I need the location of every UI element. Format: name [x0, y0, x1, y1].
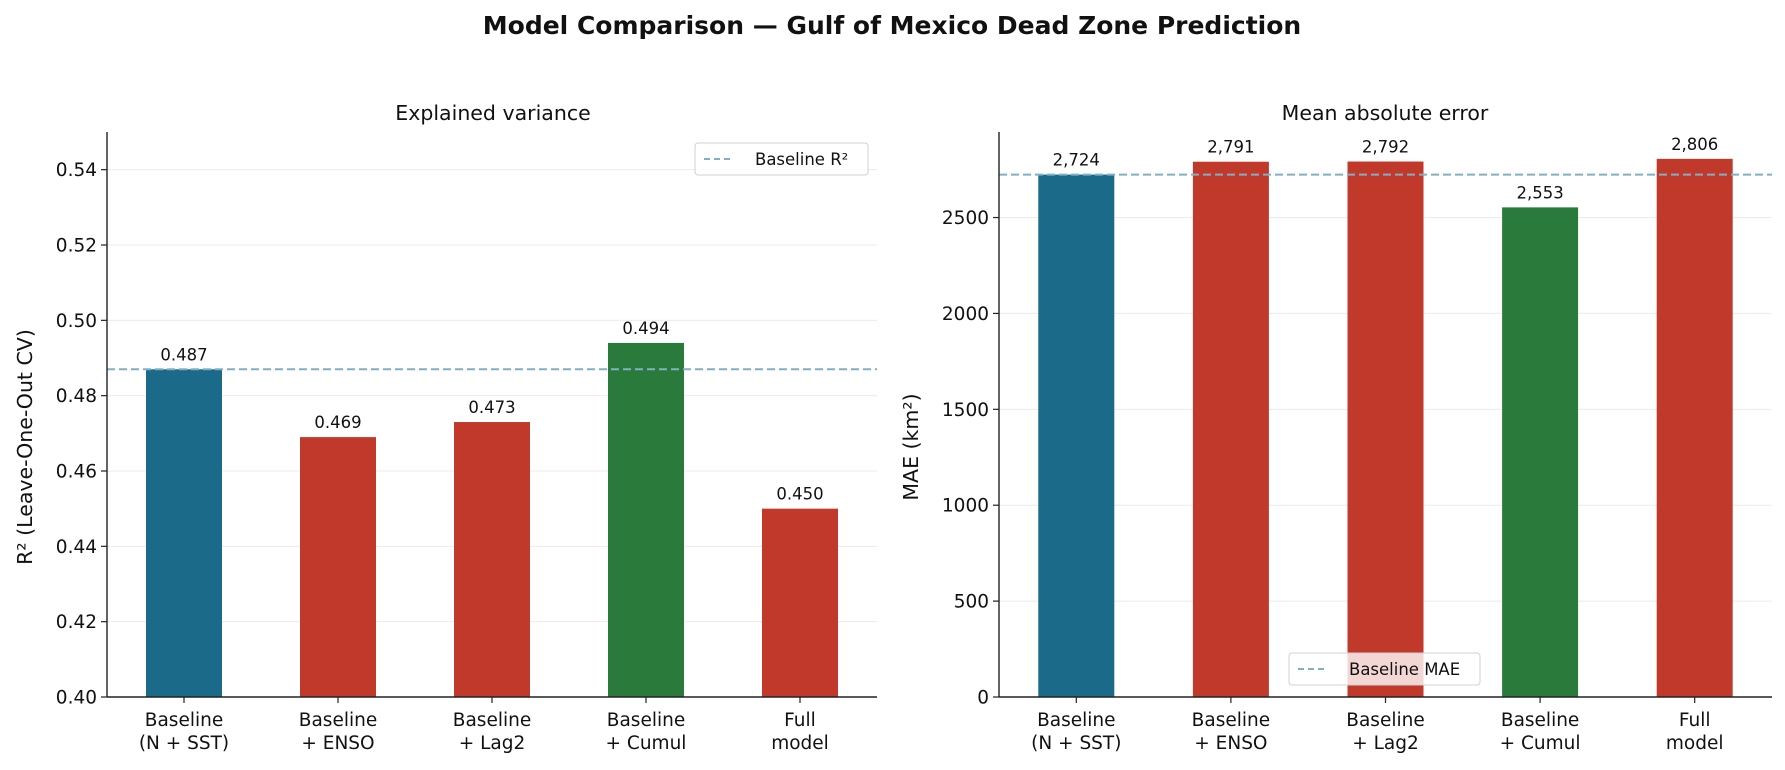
y-axis-label: MAE (km²) — [899, 393, 923, 500]
y-tick-label: 1000 — [942, 496, 989, 517]
y-tick-label: 0.52 — [56, 236, 97, 257]
legend-label: Baseline R² — [755, 150, 848, 169]
bar — [608, 342, 684, 697]
x-tick-label-line: Baseline — [1037, 710, 1115, 731]
panel-explained-variance: Explained variance R² (Leave-One-Out CV)… — [13, 101, 877, 754]
x-tick-label-line: Baseline — [145, 710, 223, 731]
x-tick-label-line: Baseline — [1192, 710, 1270, 731]
x-tick-label: Baseline + Cumul — [606, 710, 687, 754]
x-tick-label-line: + Cumul — [606, 733, 687, 754]
x-tick-label-line: Full — [1679, 710, 1711, 731]
y-tick-label: 2000 — [942, 304, 989, 325]
x-tick-label-line: (N + SST) — [139, 733, 229, 754]
x-tick-label: Baseline + ENSO — [299, 710, 377, 754]
x-tick-label-line: Baseline — [1346, 710, 1424, 731]
x-tick-label-line: Baseline — [1501, 710, 1579, 731]
x-tick-label: Baseline + Lag2 — [453, 710, 531, 754]
bar-value-label: 0.469 — [314, 413, 361, 432]
x-tick-label: Full model — [771, 710, 829, 754]
y-tick-label: 0.48 — [56, 386, 97, 407]
bar-value-label: 0.473 — [468, 398, 515, 417]
y-tick-label: 0.40 — [56, 688, 97, 709]
y-tick-label: 0.46 — [56, 462, 97, 483]
y-tick-label: 500 — [954, 592, 989, 613]
y-tick-label: 0.54 — [56, 160, 97, 181]
y-axis-label: R² (Leave-One-Out CV) — [13, 329, 37, 565]
y-tick-label: 1500 — [942, 400, 989, 421]
panel-title: Mean absolute error — [1282, 101, 1489, 125]
x-tick-label-line: Baseline — [299, 710, 377, 731]
legend-box — [694, 142, 869, 176]
y-tick-label: 0.44 — [56, 537, 97, 558]
x-tick-label-line: + ENSO — [301, 733, 374, 754]
x-tick-label-line: Full — [784, 710, 816, 731]
bar-value-label: 0.487 — [160, 345, 207, 364]
x-tick-label: Baseline + Lag2 — [1346, 710, 1424, 754]
x-tick-label-line: (N + SST) — [1031, 733, 1121, 754]
x-tick-label-line: + ENSO — [1194, 733, 1267, 754]
x-tick-label: Full model — [1666, 710, 1724, 754]
x-tick-label-line: Baseline — [453, 710, 531, 731]
y-tick-label: 0.50 — [56, 311, 97, 332]
bar-value-label: 2,792 — [1362, 138, 1409, 157]
x-tick-label-line: + Cumul — [1500, 733, 1581, 754]
bar — [1656, 158, 1733, 697]
x-tick-label-line: + Lag2 — [1352, 733, 1419, 754]
bar-value-label: 0.494 — [622, 319, 669, 338]
bar-value-label: 2,791 — [1207, 138, 1254, 157]
bar — [1192, 161, 1269, 697]
bar — [454, 422, 530, 697]
panel-mean-absolute-error: Mean absolute error MAE (km²) 0 500 1000 15… — [899, 101, 1772, 754]
bar — [146, 369, 222, 697]
bar-value-label: 2,724 — [1053, 151, 1100, 170]
x-tick-label-line: model — [1666, 733, 1724, 754]
legend: Baseline R² — [694, 142, 869, 176]
y-tick-label: 2500 — [942, 208, 989, 229]
x-tick-label: Baseline + ENSO — [1192, 710, 1270, 754]
bar-value-label: 0.450 — [776, 485, 823, 504]
bar — [300, 437, 376, 697]
x-tick-label-line: + Lag2 — [459, 733, 526, 754]
legend-label: Baseline MAE — [1349, 660, 1460, 679]
x-tick-label: Baseline + Cumul — [1500, 710, 1581, 754]
bar-value-label: 2,806 — [1671, 135, 1718, 154]
panel-title: Explained variance — [395, 101, 590, 125]
y-tick-label: 0.42 — [56, 612, 97, 633]
y-tick-label: 0 — [977, 688, 989, 709]
x-tick-label: Baseline (N + SST) — [1031, 710, 1121, 754]
legend: Baseline MAE — [1288, 652, 1481, 686]
figure-title: Model Comparison — Gulf of Mexico Dead Z… — [483, 11, 1301, 40]
legend-box — [1288, 652, 1481, 686]
bar — [1347, 161, 1424, 697]
bar — [762, 508, 838, 697]
x-tick-label-line: model — [771, 733, 829, 754]
x-tick-label-line: Baseline — [607, 710, 685, 731]
bar-value-label: 2,553 — [1516, 183, 1563, 202]
bar — [1038, 174, 1115, 698]
x-tick-label: Baseline (N + SST) — [139, 710, 229, 754]
bar — [1502, 207, 1579, 697]
